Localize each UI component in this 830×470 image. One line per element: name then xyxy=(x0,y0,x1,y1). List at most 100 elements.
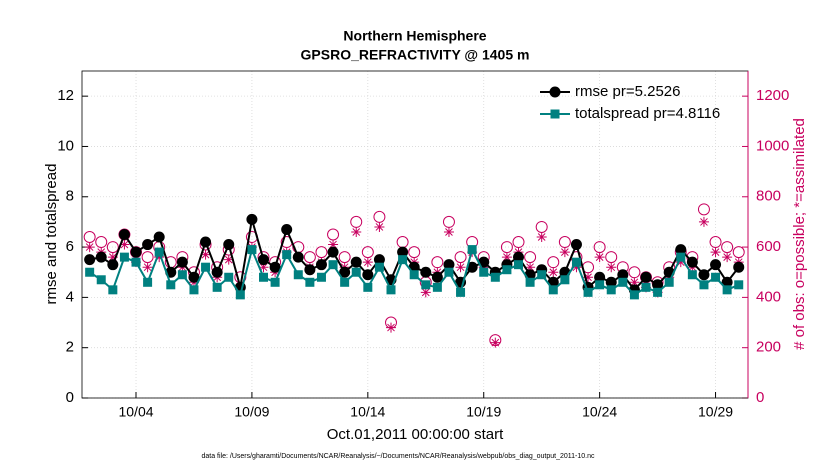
point xyxy=(85,267,95,277)
point xyxy=(675,257,686,268)
point xyxy=(200,236,212,248)
y2-axis-label: # of obs: o=possible; *=assimilated xyxy=(791,118,808,350)
point xyxy=(687,270,697,280)
y2-tick-label: 400 xyxy=(756,288,781,305)
point xyxy=(293,270,303,280)
point xyxy=(362,269,374,281)
point xyxy=(189,285,199,295)
x-axis-label: Oct.01,2011 00:00:00 start xyxy=(327,426,504,443)
point xyxy=(605,276,617,288)
point xyxy=(362,257,373,268)
point xyxy=(640,271,652,283)
x-tick-label: 10/19 xyxy=(466,404,501,420)
point xyxy=(536,232,547,243)
point xyxy=(305,277,315,287)
point xyxy=(467,245,477,255)
point xyxy=(664,277,674,287)
y-tick-label: 12 xyxy=(57,87,74,104)
point xyxy=(431,271,443,283)
point xyxy=(166,280,176,290)
point xyxy=(409,270,419,280)
point xyxy=(340,277,350,287)
point xyxy=(594,252,605,263)
point xyxy=(641,282,651,292)
point xyxy=(350,256,362,268)
point xyxy=(456,287,466,297)
point xyxy=(131,257,141,267)
point xyxy=(698,269,710,281)
point xyxy=(258,262,269,273)
point xyxy=(200,249,211,260)
point xyxy=(444,267,454,277)
point xyxy=(514,260,524,270)
point xyxy=(697,203,710,216)
point xyxy=(466,261,478,273)
point xyxy=(154,252,165,263)
plot-area xyxy=(83,203,745,348)
point xyxy=(211,266,223,278)
point xyxy=(629,290,639,300)
point xyxy=(201,262,211,272)
point xyxy=(177,270,187,280)
y2-tick-label: 800 xyxy=(756,188,781,205)
legend-marker xyxy=(549,86,561,98)
y-tick-label: 8 xyxy=(66,188,74,205)
x-tick-label: 10/09 xyxy=(234,404,269,420)
point xyxy=(176,256,188,268)
point xyxy=(84,242,95,253)
point xyxy=(386,285,396,295)
point xyxy=(537,270,547,280)
point xyxy=(421,280,431,290)
point xyxy=(606,262,617,273)
x-tick-label: 10/04 xyxy=(118,404,153,420)
legend-marker xyxy=(550,109,560,119)
y-tick-label: 4 xyxy=(66,288,74,305)
point xyxy=(143,277,153,287)
point xyxy=(212,282,222,292)
point xyxy=(269,261,281,273)
point xyxy=(292,251,304,263)
point xyxy=(328,239,339,250)
point xyxy=(675,244,687,256)
x-tick-label: 10/29 xyxy=(698,404,733,420)
point xyxy=(711,272,721,282)
point xyxy=(281,223,293,235)
point xyxy=(525,277,535,287)
point xyxy=(107,252,118,263)
point xyxy=(246,213,258,225)
point xyxy=(583,287,593,297)
point xyxy=(443,226,454,237)
point xyxy=(501,252,512,263)
point xyxy=(490,272,500,282)
point xyxy=(95,251,107,263)
point xyxy=(397,246,409,258)
point xyxy=(84,254,96,266)
point xyxy=(594,271,606,283)
point xyxy=(96,275,106,285)
point xyxy=(676,252,686,262)
legend-label: totalspread pr=4.8116 xyxy=(575,105,720,122)
footnote: data file: /Users/gharamti/Documents/NCA… xyxy=(201,453,595,460)
point xyxy=(513,251,525,263)
point xyxy=(722,252,733,263)
point xyxy=(617,269,629,281)
point xyxy=(316,272,326,282)
point xyxy=(247,245,257,255)
y2-tick-label: 1200 xyxy=(756,87,789,104)
point xyxy=(315,259,327,271)
point xyxy=(710,247,721,258)
point xyxy=(710,259,722,271)
y2-tick-label: 600 xyxy=(756,238,781,255)
point xyxy=(119,239,130,250)
point xyxy=(698,216,709,227)
point xyxy=(351,226,362,237)
y-tick-label: 0 xyxy=(66,389,74,406)
point xyxy=(351,267,361,277)
x-tick-label: 10/14 xyxy=(350,404,385,420)
point xyxy=(502,265,512,275)
point xyxy=(618,277,628,287)
point xyxy=(154,247,164,257)
point xyxy=(373,254,385,266)
legend-label: rmse pr=5.2526 xyxy=(575,83,680,100)
